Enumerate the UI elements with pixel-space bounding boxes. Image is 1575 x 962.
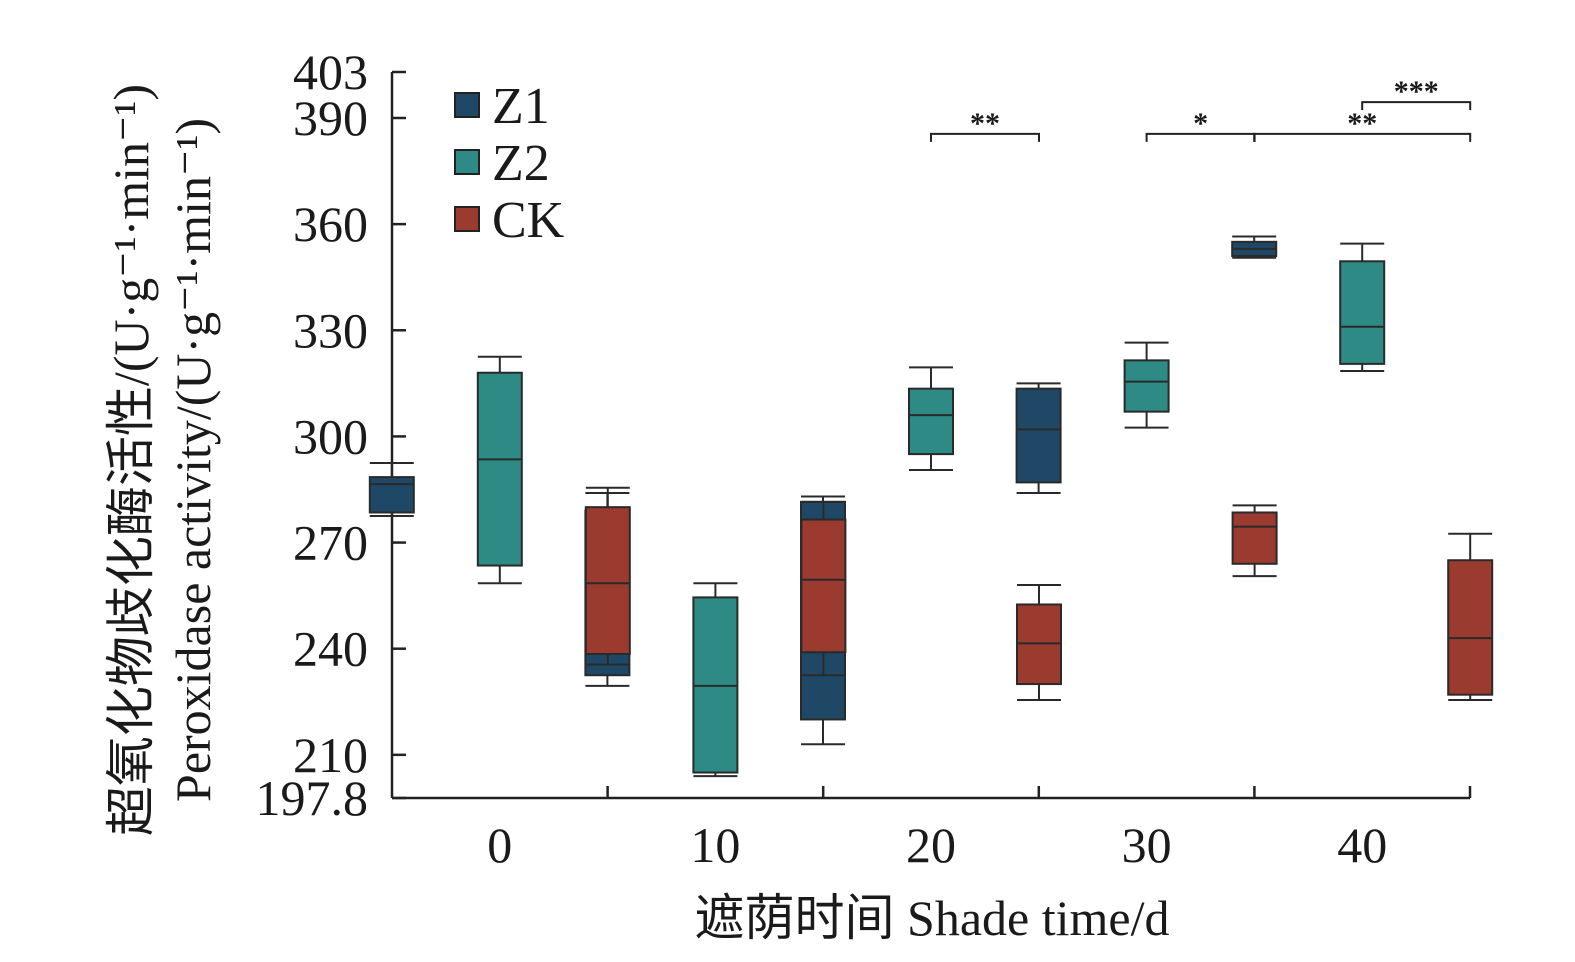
legend-label: CK bbox=[492, 192, 565, 249]
legend-swatch bbox=[454, 92, 480, 118]
boxes-layer bbox=[368, 235, 1494, 778]
y-tick-label: 270 bbox=[293, 515, 368, 571]
y-tick-label: 240 bbox=[293, 621, 368, 677]
box-ck-day-30 bbox=[1231, 504, 1278, 578]
significance-label: *** bbox=[1394, 75, 1439, 108]
box-ck-day-20 bbox=[1016, 584, 1062, 701]
box-body bbox=[476, 371, 523, 567]
significance-layer: ** * ***** bbox=[930, 75, 1472, 142]
y-tick-label: 197.8 bbox=[256, 770, 369, 826]
legend-item-z1: Z1 bbox=[454, 78, 550, 135]
legend-swatch bbox=[454, 149, 480, 175]
box-z2-day-20 bbox=[908, 366, 954, 472]
box-body bbox=[908, 387, 954, 456]
significance-bracket: ** bbox=[1253, 107, 1472, 142]
bracket-line bbox=[1361, 101, 1472, 111]
legend-label: Z1 bbox=[492, 78, 550, 135]
box-z2-day-30 bbox=[1123, 341, 1170, 429]
box-z2-day-0 bbox=[476, 355, 523, 585]
y-tick-label: 390 bbox=[293, 90, 368, 146]
box-ck-day-0 bbox=[584, 486, 631, 666]
y-tick-label: 330 bbox=[293, 302, 368, 358]
box-z2-day-10 bbox=[692, 582, 739, 778]
significance-label: ** bbox=[970, 107, 1000, 140]
y-axis-title-english: Peroxidase activity/(U·g⁻¹·min⁻¹) bbox=[165, 118, 221, 802]
significance-bracket: ** bbox=[930, 107, 1040, 142]
box-body bbox=[1015, 387, 1062, 484]
box-body bbox=[1339, 260, 1386, 365]
box-z1-day-0 bbox=[368, 461, 415, 518]
legend-item-z2: Z2 bbox=[454, 135, 550, 192]
box-body bbox=[1231, 511, 1278, 565]
x-tick-label: 10 bbox=[690, 817, 740, 873]
legend-item-ck: CK bbox=[454, 192, 565, 249]
box-ck-day-10 bbox=[800, 500, 847, 677]
significance-bracket: *** bbox=[1361, 75, 1472, 111]
x-tick-label: 0 bbox=[487, 817, 512, 873]
box-body bbox=[800, 518, 847, 654]
y-tick-label: 360 bbox=[293, 196, 368, 252]
box-z2-day-40 bbox=[1339, 242, 1386, 372]
x-tick-label: 40 bbox=[1337, 817, 1387, 873]
y-tick-label: 300 bbox=[293, 408, 368, 464]
significance-label: * bbox=[1193, 107, 1208, 140]
significance-label: ** bbox=[1347, 107, 1377, 140]
y-tick-label: 210 bbox=[293, 727, 368, 783]
y-tick-label: 403 bbox=[293, 44, 368, 100]
x-tick-label: 20 bbox=[906, 817, 956, 873]
box-z1-day-30 bbox=[1015, 382, 1062, 495]
x-axis-title: 遮荫时间 Shade time/d bbox=[695, 890, 1170, 946]
legend-swatch bbox=[454, 206, 480, 232]
bracket-line bbox=[1253, 132, 1472, 142]
x-tick-label: 30 bbox=[1122, 817, 1172, 873]
bracket-line bbox=[930, 132, 1040, 142]
box-body bbox=[584, 506, 631, 656]
significance-bracket: * bbox=[1145, 107, 1256, 142]
y-axis-title-chinese: 超氧化物歧化酶活性/(U·g⁻¹·min⁻¹) bbox=[103, 84, 159, 836]
box-body bbox=[1447, 559, 1494, 696]
box-ck-day-40 bbox=[1447, 532, 1494, 701]
box-body bbox=[368, 476, 415, 514]
box-body bbox=[1123, 359, 1170, 413]
box-z1-day-40 bbox=[1231, 235, 1278, 259]
legend-label: Z2 bbox=[492, 135, 550, 192]
